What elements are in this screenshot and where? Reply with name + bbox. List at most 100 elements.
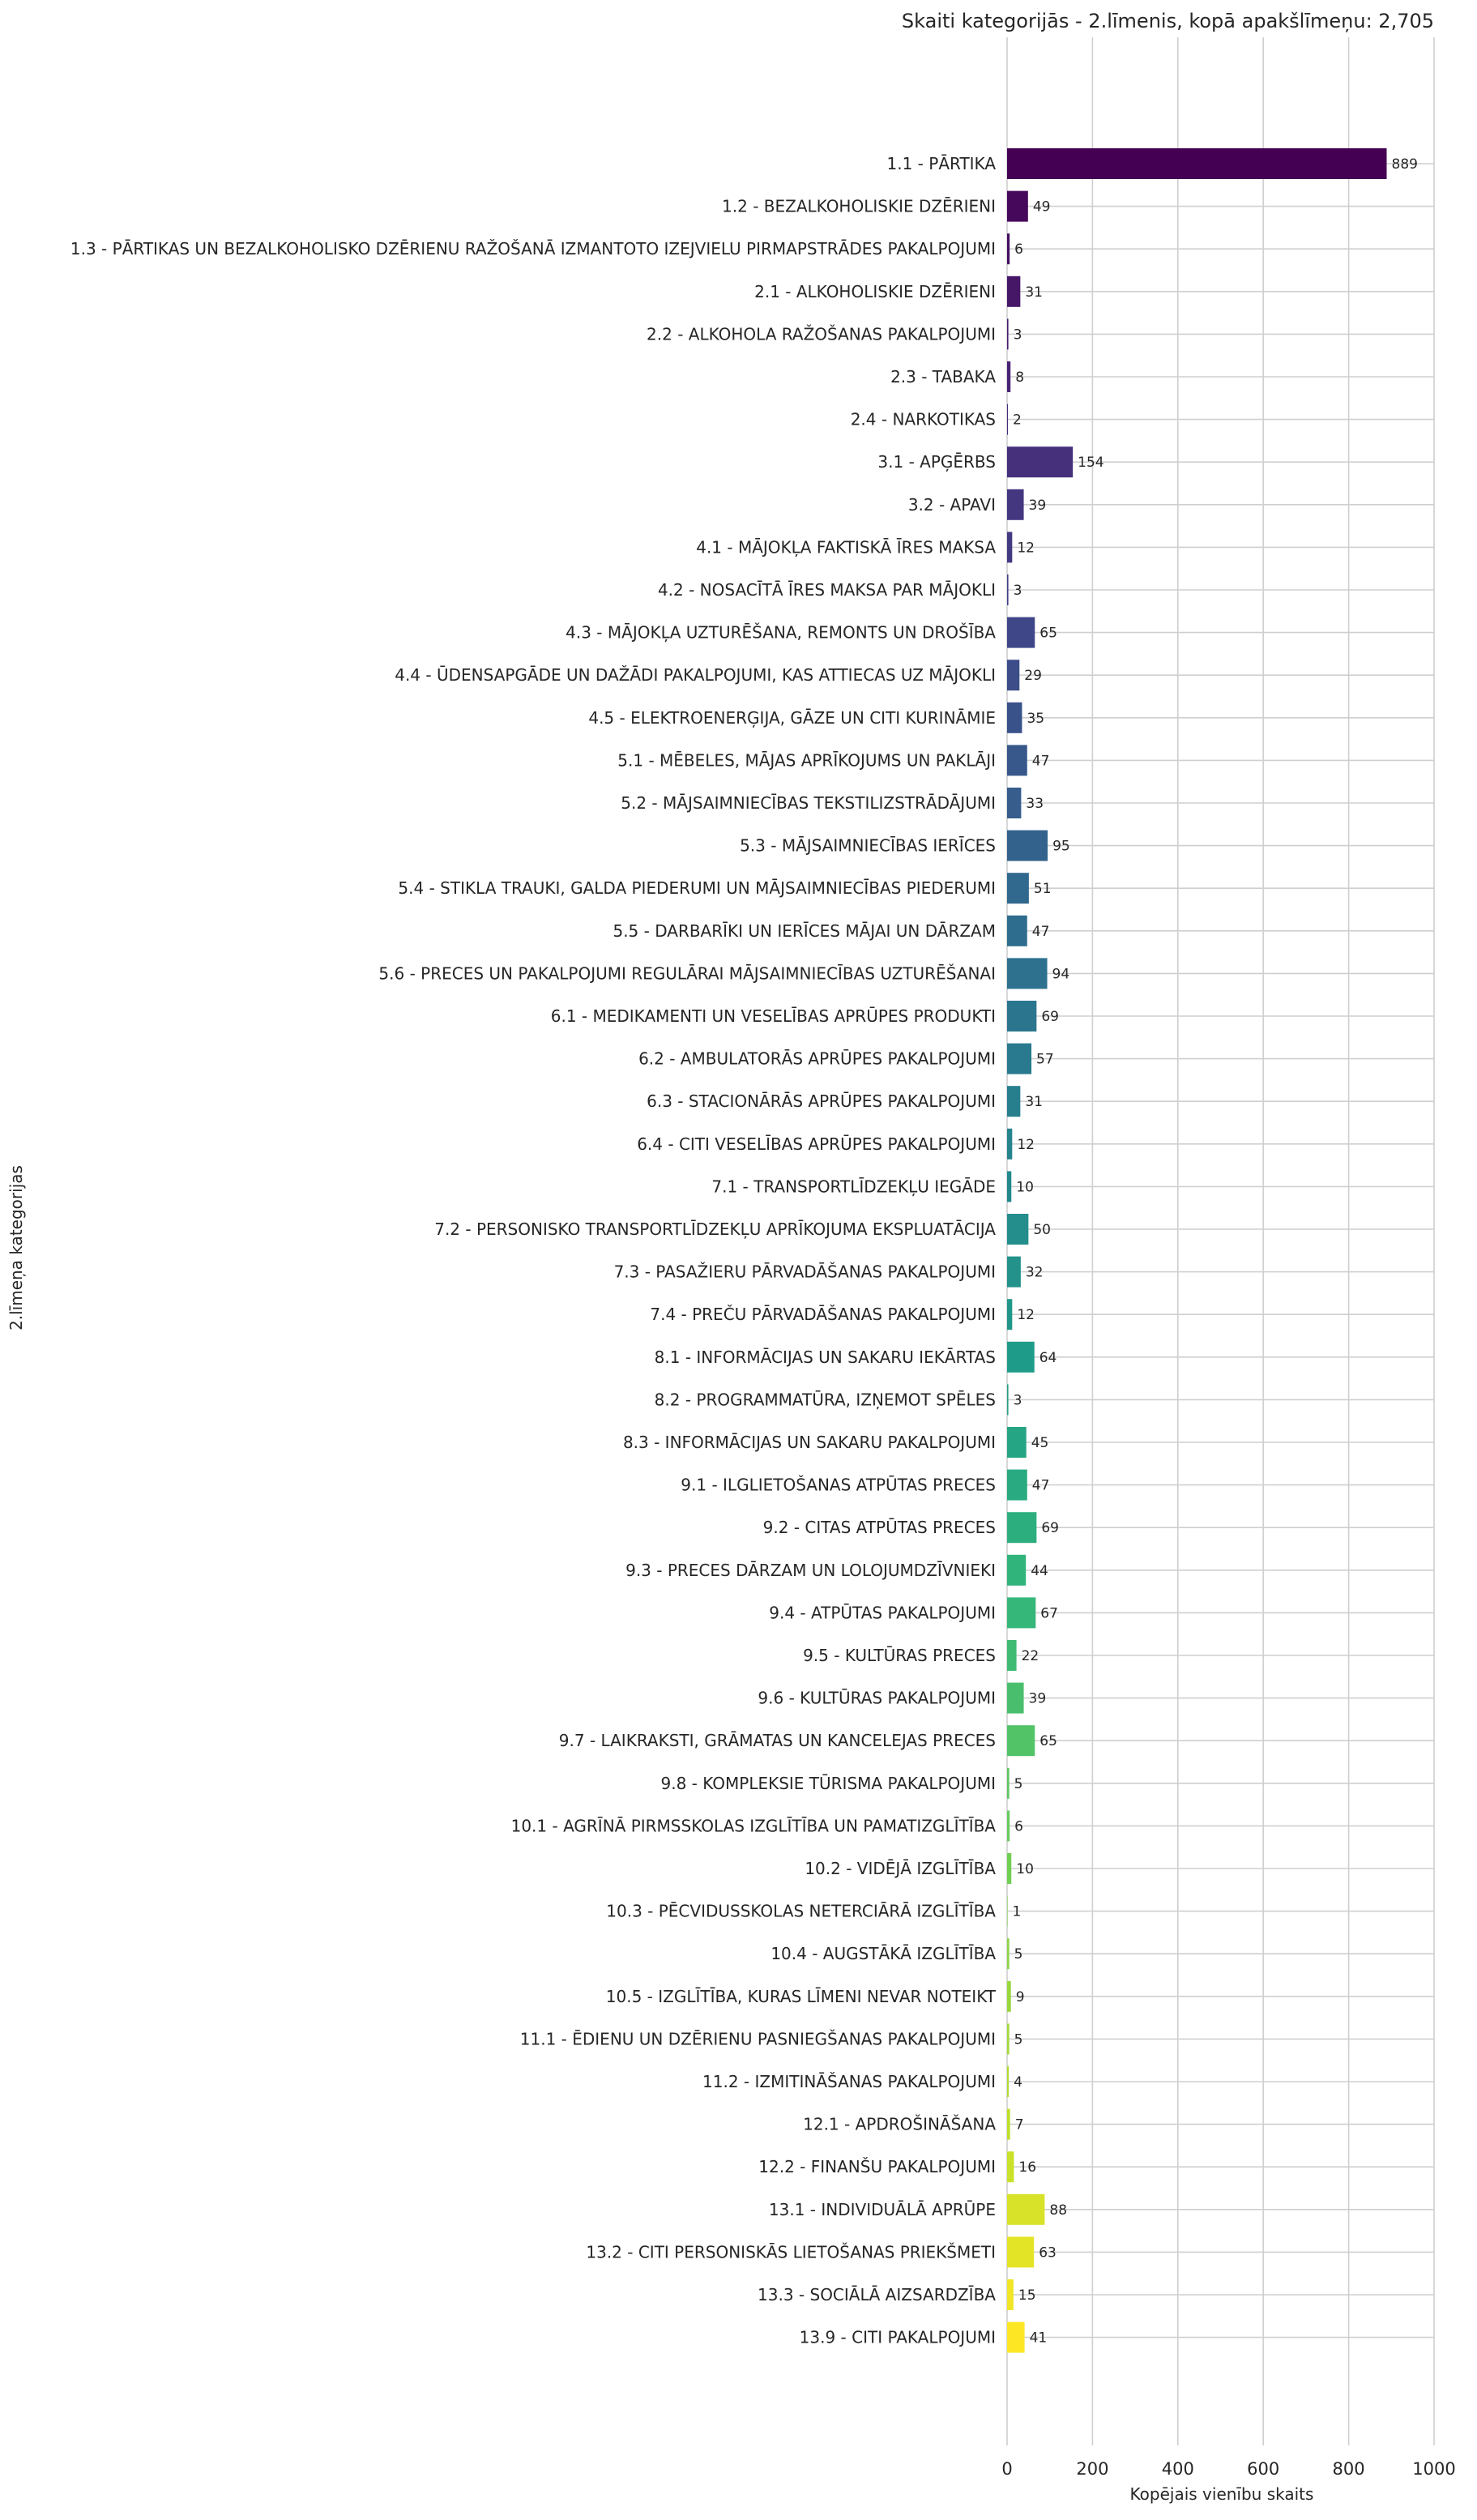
- bar: [1007, 1767, 1010, 1799]
- bar-value-label: 8: [1015, 369, 1024, 386]
- y-tick-label: 4.3 - MĀJOKĻA UZTURĒŠANA, REMONTS UN DRO…: [566, 623, 996, 643]
- y-tick-label: 12.1 - APDROŠINĀŠANA: [803, 2115, 996, 2134]
- bar: [1007, 404, 1009, 435]
- bar-value-label: 63: [1039, 2245, 1057, 2261]
- bar-value-label: 69: [1041, 1009, 1059, 1025]
- bar: [1007, 1725, 1035, 1757]
- bar: [1007, 233, 1010, 265]
- bar: [1007, 2279, 1014, 2310]
- bar: [1007, 1938, 1010, 1970]
- bar-value-label: 32: [1026, 1265, 1044, 1281]
- bar: [1007, 660, 1020, 691]
- y-tick-label: 13.1 - INDIVIDUĀLĀ APRŪPE: [769, 2200, 996, 2219]
- bar: [1007, 915, 1027, 946]
- y-tick-label: 13.3 - SOCIĀLĀ AIZSARDZĪBA: [758, 2285, 996, 2304]
- bar: [1007, 1086, 1021, 1117]
- y-tick-label: 6.3 - STACIONĀRĀS APRŪPES PAKALPOJUMI: [647, 1091, 996, 1111]
- bar: [1007, 2193, 1045, 2225]
- bar: [1007, 1427, 1027, 1458]
- bar-value-label: 41: [1030, 2330, 1048, 2347]
- bar: [1007, 1597, 1036, 1629]
- bar-value-label: 95: [1052, 839, 1070, 855]
- bar-value-label: 39: [1029, 1691, 1047, 1707]
- y-tick-label: 7.1 - TRANSPORTLĪDZEKĻU IEGĀDE: [711, 1177, 996, 1196]
- y-tick-label: 9.4 - ATPŪTAS PAKALPOJUMI: [769, 1603, 996, 1622]
- bar: [1007, 1682, 1024, 1714]
- bar-value-label: 33: [1026, 796, 1044, 812]
- y-tick-label: 1.1 - PĀRTIKA: [887, 154, 997, 173]
- bar: [1007, 1853, 1012, 1884]
- bar-value-label: 29: [1024, 668, 1042, 684]
- bar-value-label: 9: [1016, 1989, 1025, 2005]
- bar: [1007, 1214, 1029, 1245]
- x-tick-label: 800: [1333, 2459, 1365, 2479]
- bar: [1007, 1640, 1017, 1671]
- bar-value-label: 35: [1027, 711, 1044, 727]
- bar: [1007, 318, 1009, 350]
- bar: [1007, 1895, 1008, 1927]
- bar: [1007, 2321, 1025, 2353]
- y-tick-label: 1.2 - BEZALKOHOLISKIE DZĒRIENI: [722, 197, 996, 216]
- y-tick-label: 3.1 - APĢĒRBS: [877, 452, 996, 472]
- y-tick-label: 5.4 - STIKLA TRAUKI, GALDA PIEDERUMI UN …: [398, 878, 996, 898]
- bar-value-label: 22: [1022, 1648, 1039, 1664]
- x-tick-label: 400: [1162, 2459, 1194, 2479]
- bar-value-label: 5: [1014, 1776, 1023, 1792]
- y-tick-label: 2.3 - TABAKA: [890, 367, 996, 387]
- bar-value-label: 31: [1025, 1094, 1043, 1110]
- y-tick-label: 10.1 - AGRĪNĀ PIRMSSKOLAS IZGLĪTĪBA UN P…: [511, 1816, 997, 1835]
- bar: [1007, 2236, 1035, 2268]
- bar-value-label: 15: [1018, 2287, 1036, 2304]
- bar-value-label: 57: [1036, 1052, 1054, 1068]
- bar-value-label: 65: [1039, 626, 1057, 642]
- bar-value-label: 3: [1014, 583, 1022, 599]
- y-tick-label: 5.6 - PRECES UN PAKALPOJUMI REGULĀRAI MĀ…: [378, 963, 996, 983]
- bar-value-label: 10: [1016, 1179, 1034, 1195]
- y-tick-label: 9.7 - LAIKRAKSTI, GRĀMATAS UN KANCELEJAS…: [559, 1731, 996, 1750]
- bar: [1007, 532, 1013, 563]
- bar: [1007, 1128, 1013, 1160]
- bar-value-label: 88: [1049, 2202, 1067, 2219]
- y-tick-label: 10.5 - IZGLĪTĪBA, KURAS LĪMENI NEVAR NOT…: [606, 1987, 997, 2006]
- bar-value-label: 4: [1014, 2074, 1022, 2091]
- y-tick-label: 9.2 - CITAS ATPŪTAS PRECES: [763, 1518, 996, 1537]
- bar-value-label: 50: [1033, 1222, 1051, 1238]
- y-tick-label: 13.2 - CITI PERSONISKĀS LIETOŠANAS PRIEK…: [586, 2242, 996, 2262]
- y-tick-label: 1.3 - PĀRTIKAS UN BEZALKOHOLISKO DZĒRIEN…: [70, 239, 996, 258]
- bar-value-label: 69: [1041, 1520, 1059, 1536]
- bar-value-label: 7: [1015, 2117, 1024, 2133]
- bar-value-label: 45: [1031, 1435, 1049, 1451]
- bar: [1007, 830, 1048, 861]
- bar-value-label: 94: [1052, 966, 1070, 982]
- x-tick-label: 200: [1076, 2459, 1108, 2479]
- bar-value-label: 1: [1013, 1904, 1022, 1920]
- bar-value-label: 47: [1032, 1478, 1050, 1494]
- bar: [1007, 788, 1022, 818]
- bar: [1007, 1384, 1009, 1416]
- bar-value-label: 47: [1032, 924, 1050, 940]
- bar-value-label: 6: [1014, 241, 1023, 258]
- y-tick-label: 11.1 - ĒDIENU UN DZĒRIENU PASNIEGŠANAS P…: [520, 2029, 996, 2048]
- y-tick-label: 10.2 - VIDĒJĀ IZGLĪTĪBA: [805, 1859, 996, 1878]
- chart-title: Skaiti kategorijās - 2.līmenis, kopā apa…: [902, 10, 1434, 32]
- bar-value-label: 49: [1033, 199, 1051, 216]
- y-tick-label: 2.2 - ALKOHOLA RAŽOŠANAS PAKALPOJUMI: [647, 324, 996, 344]
- y-tick-label: 4.4 - ŪDENSAPGĀDE UN DAŽĀDI PAKALPOJUMI,…: [395, 665, 996, 685]
- y-tick-label: 9.6 - KULTŪRAS PAKALPOJUMI: [758, 1689, 996, 1708]
- bar: [1007, 2151, 1014, 2183]
- y-tick-label: 11.2 - IZMITINĀŠANAS PAKALPOJUMI: [702, 2072, 996, 2091]
- bar: [1007, 1810, 1010, 1842]
- bar-value-label: 16: [1018, 2159, 1036, 2176]
- bar: [1007, 361, 1011, 392]
- bar-value-label: 10: [1016, 1861, 1034, 1877]
- bar: [1007, 1469, 1027, 1501]
- bar: [1007, 2023, 1010, 2055]
- bar: [1007, 702, 1022, 733]
- bar-value-label: 3: [1014, 1392, 1022, 1408]
- y-tick-label: 2.1 - ALKOHOLISKIE DZĒRIENI: [754, 282, 996, 301]
- bar-value-label: 67: [1040, 1605, 1058, 1621]
- y-tick-label: 2.4 - NARKOTIKAS: [851, 410, 996, 429]
- y-tick-label: 5.5 - DARBARĪKI UN IERĪCES MĀJAI UN DĀRZ…: [613, 921, 996, 941]
- bar: [1007, 745, 1027, 776]
